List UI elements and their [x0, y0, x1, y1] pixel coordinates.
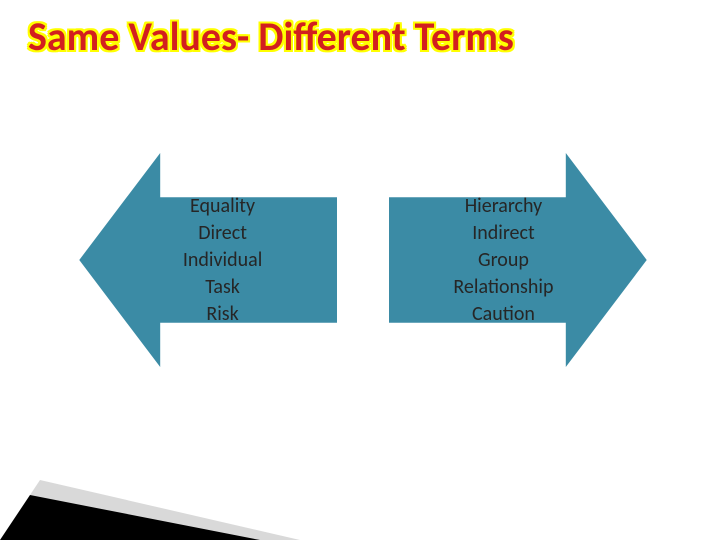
- arrow-left-shape: [78, 150, 338, 370]
- arrow-right-shape: [388, 150, 648, 370]
- arrow-left: Equality Direct Individual Task Risk: [78, 150, 338, 370]
- decorative-wedge: [0, 420, 300, 540]
- arrow-right: Hierarchy Indirect Group Relationship Ca…: [388, 150, 648, 370]
- page-title: Same Values- Different Terms: [28, 12, 514, 61]
